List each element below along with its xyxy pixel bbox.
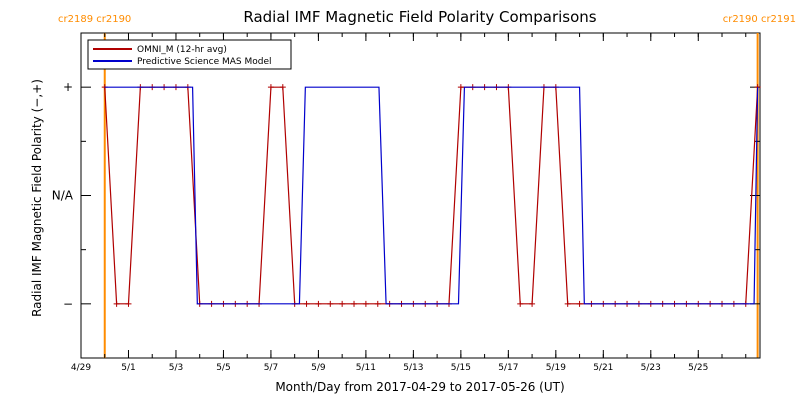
x-tick-label: 4/29 — [71, 363, 91, 373]
series-line — [104, 86, 759, 305]
data-point-marker — [303, 300, 310, 307]
data-point-marker — [125, 300, 132, 307]
data-point-marker — [564, 300, 571, 307]
x-tick-label: 5/17 — [498, 363, 518, 373]
data-point-marker — [267, 84, 274, 91]
data-point-marker — [315, 300, 322, 307]
x-tick-label: 5/5 — [216, 363, 230, 373]
x-tick-label: 5/9 — [311, 363, 326, 373]
x-tick-label: 5/23 — [641, 363, 661, 373]
x-tick-label: 5/11 — [356, 363, 376, 373]
y-tick-label: N/A — [52, 189, 74, 203]
legend-label: Predictive Science MAS Model — [137, 57, 272, 67]
data-point-marker — [279, 84, 286, 91]
legend-box — [87, 39, 292, 70]
data-point-marker — [362, 300, 369, 307]
y-tick-label: + — [63, 80, 73, 94]
x-ticks: 4/29 5/1 5/3 5/5 5/7 5/9 5/11 5/13 5/15 5/17 5/19 5… — [71, 33, 747, 373]
y-ticks: + N/A − — [52, 80, 760, 359]
x-tick-label: 5/7 — [264, 363, 278, 373]
legend: OMNI_M (12-hr avg) Predictive Science MAS… — [87, 39, 292, 70]
series-line — [104, 86, 759, 305]
legend-label: OMNI_M (12-hr avg) — [137, 45, 227, 55]
x-tick-label: 5/15 — [451, 363, 471, 373]
x-tick-label: 5/25 — [688, 363, 708, 373]
carrington-label: cr2189 cr2190 — [58, 14, 131, 25]
data-point-marker — [517, 300, 524, 307]
data-point-marker — [351, 300, 358, 307]
x-axis-label: Month/Day from 2017-04-29 to 2017-05-26 … — [275, 380, 564, 394]
data-point-marker — [457, 84, 464, 91]
data-point-marker — [529, 300, 536, 307]
y-axis-label: Radial IMF Magnetic Field Polarity (−,+) — [30, 79, 44, 317]
y-tick-label: − — [63, 297, 73, 311]
data-point-marker — [374, 300, 381, 307]
data-point-marker — [327, 300, 334, 307]
data-point-marker — [339, 300, 346, 307]
carrington-label: cr2190 cr2191 — [723, 14, 796, 25]
data-series — [101, 84, 761, 307]
data-point-marker — [113, 300, 120, 307]
x-tick-label: 5/19 — [546, 363, 566, 373]
x-tick-label: 5/13 — [403, 363, 423, 373]
x-tick-label: 5/3 — [169, 363, 183, 373]
plot-frame — [80, 32, 761, 359]
x-tick-label: 5/21 — [593, 363, 613, 373]
chart-title: Radial IMF Magnetic Field Polarity Compa… — [243, 8, 596, 26]
x-tick-label: 5/1 — [121, 363, 135, 373]
data-point-marker — [576, 300, 583, 307]
